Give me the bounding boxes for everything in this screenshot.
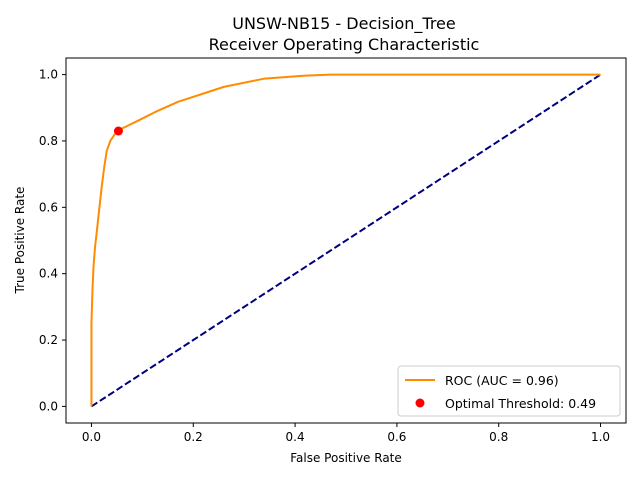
x-tick-label: 0.8	[489, 430, 508, 444]
legend-roc-label: ROC (AUC = 0.96)	[445, 373, 559, 388]
y-tick-label: 0.6	[39, 200, 58, 214]
x-tick-label: 0.2	[184, 430, 203, 444]
chance-diagonal-line	[90, 73, 602, 408]
x-axis-label: False Positive Rate	[290, 451, 402, 465]
y-tick-label: 0.4	[39, 267, 58, 281]
roc-curve-line	[90, 73, 601, 407]
x-tick-label: 0.6	[387, 430, 406, 444]
y-axis: 0.0 0.2 0.4 0.6 0.8 1.0	[39, 68, 66, 413]
chart-title: UNSW-NB15 - Decision_Tree	[232, 14, 455, 34]
chart-subtitle: Receiver Operating Characteristic	[209, 35, 480, 54]
y-tick-label: 0.0	[39, 399, 58, 413]
y-axis-label: True Positive Rate	[13, 187, 27, 295]
x-tick-label: 0.0	[82, 430, 101, 444]
y-tick-label: 0.8	[39, 134, 58, 148]
plot-area	[90, 73, 602, 408]
legend: ROC (AUC = 0.96) Optimal Threshold: 0.49	[397, 365, 621, 417]
x-axis: 0.0 0.2 0.4 0.6 0.8 1.0	[82, 423, 610, 444]
x-tick-label: 1.0	[591, 430, 610, 444]
y-tick-label: 0.2	[39, 333, 58, 347]
plot-frame	[65, 57, 627, 424]
optimal-threshold-point	[113, 126, 123, 136]
x-tick-label: 0.4	[286, 430, 305, 444]
legend-threshold-label: Optimal Threshold: 0.49	[445, 396, 596, 411]
legend-threshold-swatch	[415, 398, 425, 408]
legend-box	[397, 365, 621, 417]
y-tick-label: 1.0	[39, 68, 58, 82]
